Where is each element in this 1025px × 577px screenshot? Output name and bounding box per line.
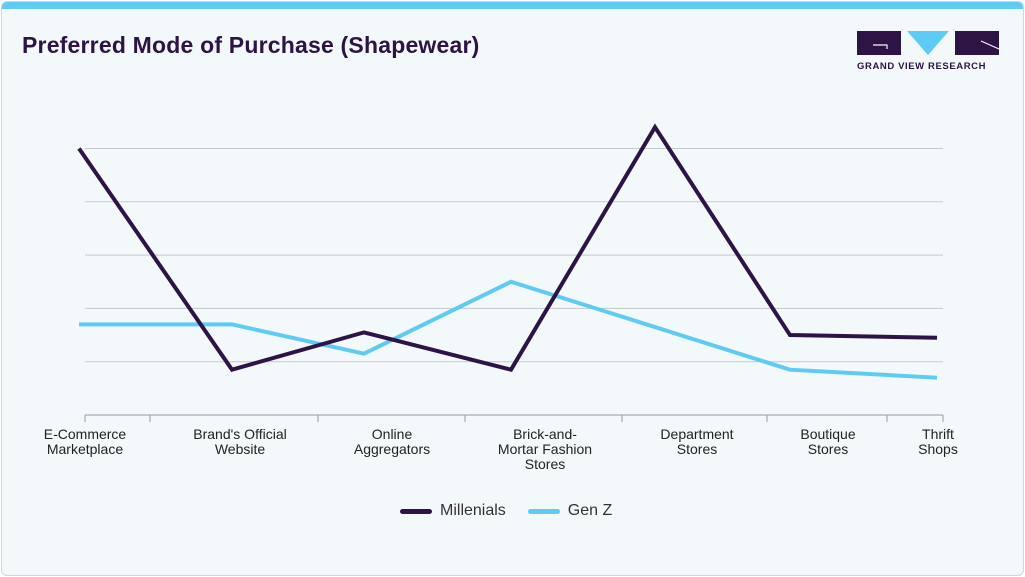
logo-text: GRAND VIEW RESEARCH — [857, 61, 987, 72]
x-tick-label: Brand's Official Website — [193, 426, 286, 457]
x-tick-label: E-Commerce Marketplace — [44, 426, 127, 457]
x-tick-label: Department Stores — [660, 426, 733, 457]
legend-item-genz[interactable]: Gen Z — [527, 502, 613, 520]
x-tick-label-line: Brick-and- — [513, 426, 577, 442]
x-tick-label-line: Shops — [918, 441, 958, 457]
x-tick-label-line: Boutique — [800, 426, 855, 442]
chart-title: Preferred Mode of Purchase (Shapewear) — [22, 32, 480, 58]
grand-view-research-logo: GRAND VIEW RESEARCH — [857, 31, 1000, 73]
legend-swatch-genz — [527, 508, 560, 514]
legend-label-genz: Gen Z — [567, 502, 613, 519]
x-tick-label-line: Stores — [808, 441, 848, 457]
logo-mark-icon — [857, 31, 1000, 55]
legend-item-millenials[interactable]: Millenials — [400, 502, 506, 520]
x-tick-label: Thrift Shops — [918, 426, 958, 457]
x-tick-label-line: Stores — [525, 456, 565, 472]
x-tick-label: Boutique Stores — [800, 426, 855, 457]
x-tick-label-line: Department — [660, 426, 733, 442]
x-tick-label-line: Online — [372, 426, 413, 442]
x-tick-label: Brick-and-Mortar Fashion Stores — [498, 426, 592, 472]
legend: Millenials Gen Z — [400, 502, 634, 520]
x-tick-label-line: Thrift — [922, 426, 954, 442]
x-tick-label-line: Aggregators — [354, 441, 430, 457]
series-line-millenials — [77, 123, 938, 373]
x-tick-label-line: Mortar Fashion — [498, 441, 592, 457]
x-tick-label-line: Stores — [677, 441, 717, 457]
series-line-gen-z — [79, 279, 938, 380]
x-tick-label-line: Website — [215, 441, 266, 457]
x-tick-label: Online Aggregators — [354, 426, 430, 457]
x-tick-label-line: E-Commerce — [44, 426, 127, 442]
x-tick-label-line: Marketplace — [47, 441, 123, 457]
x-tick-label-line: Brand's Official — [193, 426, 286, 442]
legend-swatch-millenials — [400, 508, 432, 514]
legend-label-millenials: Millenials — [440, 502, 506, 519]
accent-bar — [2, 2, 1023, 9]
